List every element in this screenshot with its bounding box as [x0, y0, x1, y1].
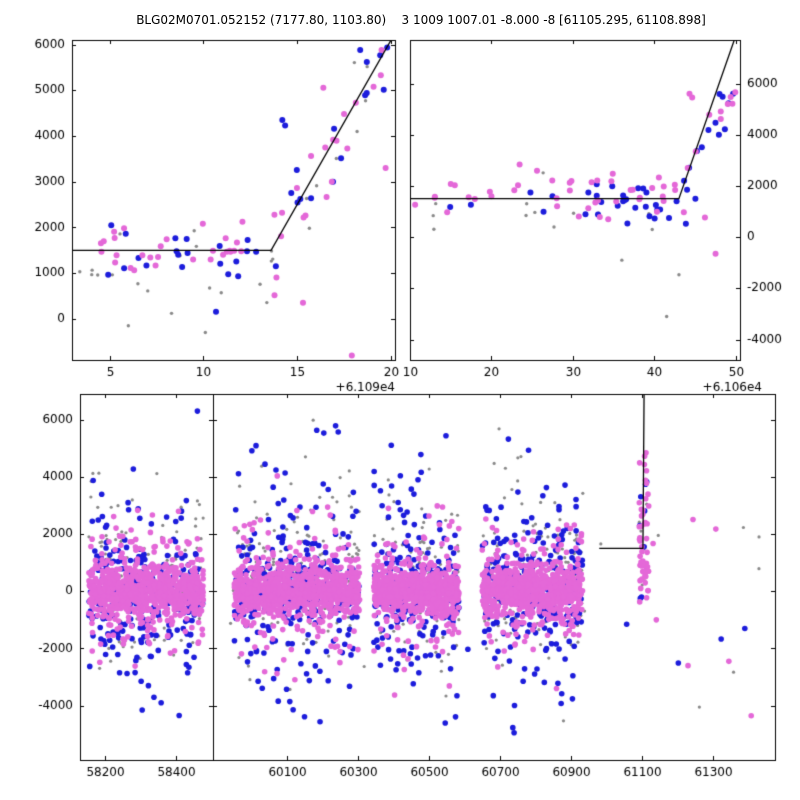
light-curve-canvas	[0, 0, 800, 800]
figure: BLG02M0701.052152 (7177.80, 1103.80) 3 1…	[0, 0, 800, 800]
